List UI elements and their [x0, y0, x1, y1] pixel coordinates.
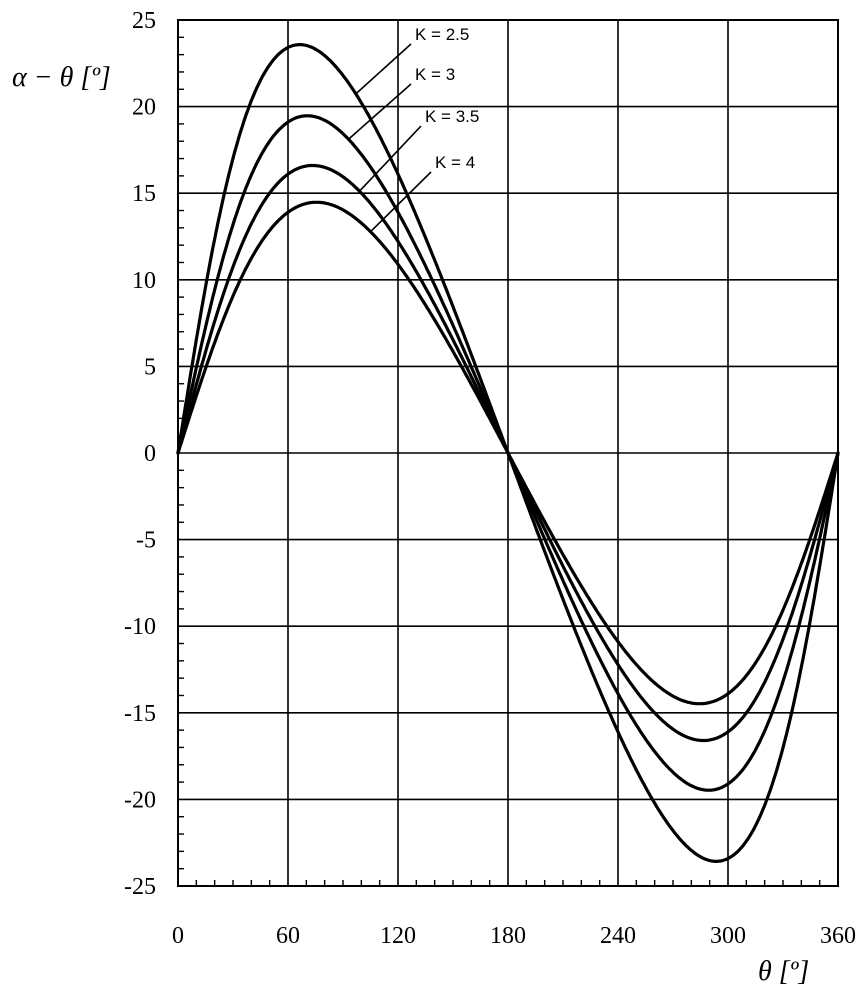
minor-ticks: [178, 36, 821, 886]
x-tick-label: 60: [276, 923, 300, 949]
x-tick-label: 120: [380, 923, 416, 949]
y-tick-label: 25: [132, 8, 156, 34]
x-tick-label: 180: [490, 923, 526, 949]
labels: 0 60 120 180 240 300 360 25 20 15 10 5 0 -5 -10 -15 -20 -…: [124, 8, 856, 949]
legend-leaders: [347, 43, 432, 233]
legend-leader-line: [347, 83, 412, 140]
legend-label: K = 3: [415, 65, 455, 84]
y-tick-label: -10: [124, 614, 156, 640]
legend-leader-line: [369, 171, 432, 233]
y-tick-label: -15: [124, 701, 156, 727]
y-tick-label: 20: [132, 95, 156, 121]
y-tick-label: 0: [144, 441, 156, 467]
y-tick-label: -5: [136, 528, 156, 554]
series-lines: [176, 43, 840, 863]
x-tick-label: 0: [172, 923, 184, 949]
y-tick-label: -20: [124, 787, 156, 813]
x-tick-label: 240: [600, 923, 636, 949]
y-axis-title: α − θ [º]: [12, 62, 111, 93]
legend-leader-line: [355, 43, 412, 95]
x-axis-title: θ [º]: [758, 956, 809, 987]
x-tick-label: 300: [710, 923, 746, 949]
legend-leader-line: [358, 125, 422, 192]
y-tick-label: 10: [132, 268, 156, 294]
x-tick-label: 360: [820, 923, 856, 949]
y-tick-label: -25: [124, 874, 156, 900]
legend-label: K = 4: [435, 153, 475, 172]
y-tick-label: 15: [132, 181, 156, 207]
y-tick-label: 5: [144, 354, 156, 380]
series-line-k-4: [176, 200, 840, 706]
legend-label: K = 3.5: [425, 107, 479, 126]
legend-label: K = 2.5: [415, 25, 469, 44]
